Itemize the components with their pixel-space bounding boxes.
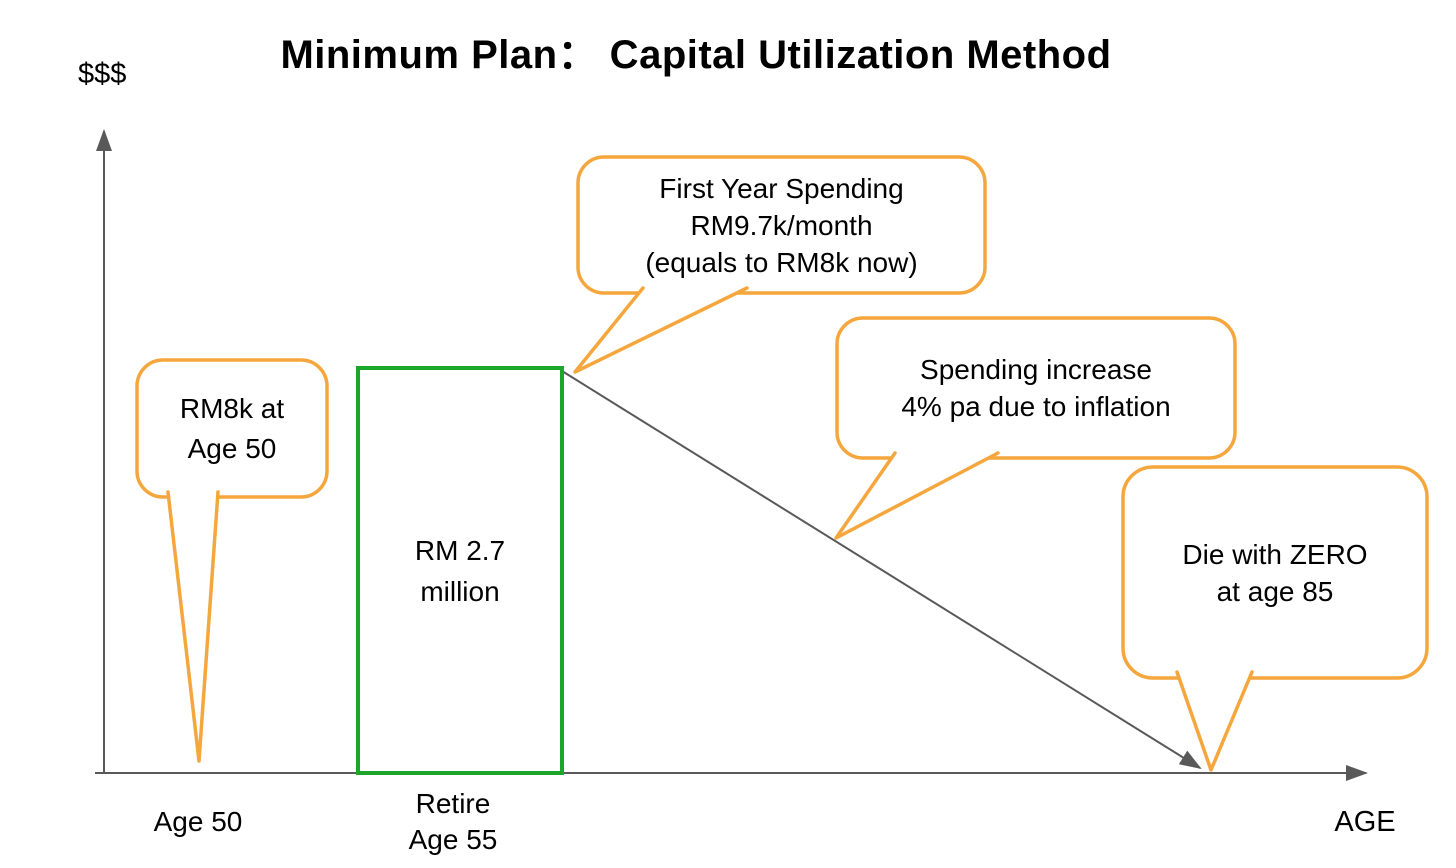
tick-age-50: Age 50: [123, 800, 273, 844]
tick-age-50-text: Age 50: [153, 806, 243, 837]
capital-box-line2: million: [420, 575, 500, 607]
callout-rm8k-bubble: [135, 358, 329, 499]
spending-decline-line: [561, 370, 1202, 770]
callout-die-zero-text: Die with ZERO at age 85: [1123, 467, 1427, 678]
tick-retire-age-55: Retire Age 55: [378, 784, 528, 860]
callout-rm8k-line1: RM8k at: [179, 392, 285, 424]
callout-inflation-line1: Spending increase: [920, 354, 1152, 385]
callout-die-zero-line2: at age 85: [1216, 575, 1334, 607]
callout-rm8k-tail: [166, 490, 220, 763]
callout-first-year-line2: RM9.7k/month: [690, 209, 873, 241]
capital-box-label: RM 2.7 million: [358, 368, 562, 773]
callout-die-zero-line1: Die with ZERO: [1182, 538, 1368, 570]
callout-first-year-line3: (equals to RM8k now): [645, 246, 918, 278]
callout-die-zero-tail: [1175, 670, 1254, 772]
callout-rm8k-text: RM8k at Age 50: [137, 360, 327, 497]
y-axis-label: $$$: [78, 58, 127, 90]
callout-die-zero-bubble: [1121, 465, 1429, 680]
capital-box-line1: RM 2.7: [414, 534, 506, 566]
callout-inflation-line2: 4% pa due to inflation: [901, 391, 1171, 422]
slide-title: Minimum Plan： Capital Utilization Method: [280, 33, 1112, 77]
callout-first-year-tail: [573, 286, 749, 374]
x-axis-label: AGE: [1334, 806, 1396, 838]
callout-first-year-text: First Year Spending RM9.7k/month (equals…: [578, 157, 985, 293]
callout-first-year-line1: First Year Spending: [659, 172, 904, 204]
callout-inflation-bubble: [835, 316, 1237, 460]
callout-first-year-bubble: [576, 155, 987, 295]
callout-rm8k-line2: Age 50: [187, 432, 277, 464]
callout-inflation-tail: [834, 451, 1000, 540]
tick-retire-line2: Age 55: [408, 824, 498, 855]
tick-retire-line1: Retire: [415, 788, 491, 819]
callout-inflation-text: Spending increase 4% pa due to inflation: [837, 318, 1235, 458]
capital-box: [356, 366, 564, 775]
